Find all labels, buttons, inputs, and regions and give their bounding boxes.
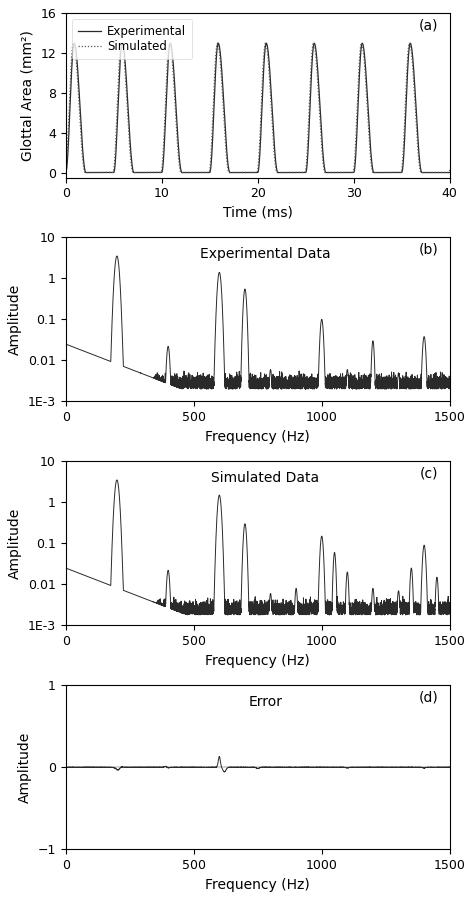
Experimental — [447, 167, 453, 178]
Text: (d): (d) — [419, 690, 438, 704]
Simulated — [82, 167, 88, 178]
Simulated — [307, 88, 313, 99]
Y-axis label: Amplitude: Amplitude — [18, 732, 32, 803]
Simulated — [202, 167, 208, 178]
Experimental — [347, 167, 353, 178]
Experimental — [307, 108, 312, 119]
Legend: Experimental, Simulated: Experimental, Simulated — [72, 19, 192, 59]
Y-axis label: Amplitude: Amplitude — [9, 284, 22, 355]
Experimental — [215, 38, 221, 49]
Simulated — [347, 167, 353, 178]
Text: Simulated Data: Simulated Data — [211, 471, 319, 485]
Experimental — [82, 166, 88, 176]
Line: Simulated: Simulated — [66, 43, 450, 173]
X-axis label: Frequency (Hz): Frequency (Hz) — [205, 878, 310, 892]
Simulated — [215, 38, 220, 49]
Experimental — [290, 167, 296, 178]
Text: (a): (a) — [419, 18, 438, 32]
Experimental — [63, 167, 69, 178]
Line: Experimental: Experimental — [66, 43, 450, 173]
Y-axis label: Glottal Area (mm²): Glottal Area (mm²) — [21, 30, 35, 161]
Text: (c): (c) — [419, 466, 438, 481]
Simulated — [290, 167, 296, 178]
Simulated — [63, 165, 69, 176]
Y-axis label: Amplitude: Amplitude — [9, 508, 22, 579]
X-axis label: Time (ms): Time (ms) — [223, 206, 292, 220]
Experimental — [202, 167, 208, 178]
X-axis label: Frequency (Hz): Frequency (Hz) — [205, 653, 310, 668]
Experimental — [368, 148, 374, 158]
Text: Experimental Data: Experimental Data — [200, 248, 331, 261]
Simulated — [82, 167, 88, 178]
Text: Error: Error — [248, 695, 283, 709]
Simulated — [368, 157, 374, 167]
Simulated — [447, 165, 453, 176]
X-axis label: Frequency (Hz): Frequency (Hz) — [205, 430, 310, 444]
Text: (b): (b) — [419, 242, 438, 256]
